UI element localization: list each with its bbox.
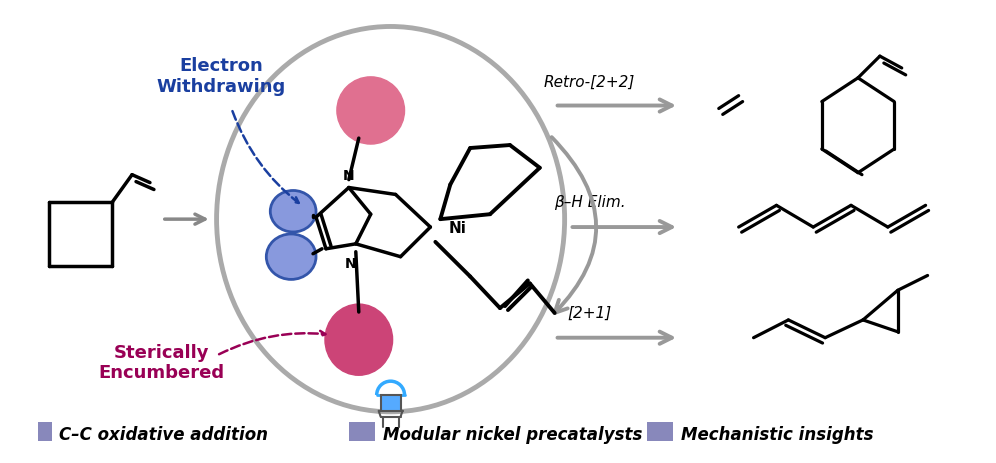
- FancyBboxPatch shape: [361, 422, 374, 442]
- Text: N: N: [343, 168, 355, 182]
- FancyBboxPatch shape: [38, 422, 52, 442]
- Ellipse shape: [325, 305, 392, 375]
- Text: Ni: Ni: [448, 220, 466, 235]
- Text: Modular nickel precatalysts: Modular nickel precatalysts: [382, 425, 642, 443]
- Text: Electron
Withdrawing: Electron Withdrawing: [157, 57, 286, 96]
- Text: N: N: [345, 256, 357, 270]
- FancyBboxPatch shape: [647, 422, 661, 442]
- Text: [2+1]: [2+1]: [568, 305, 612, 320]
- Text: β–H Elim.: β–H Elim.: [554, 195, 625, 210]
- FancyBboxPatch shape: [349, 422, 363, 442]
- Text: C–C oxidative addition: C–C oxidative addition: [60, 425, 269, 443]
- Ellipse shape: [270, 191, 316, 232]
- FancyBboxPatch shape: [659, 422, 673, 442]
- Text: Mechanistic insights: Mechanistic insights: [681, 425, 873, 443]
- FancyBboxPatch shape: [380, 395, 400, 411]
- Ellipse shape: [337, 78, 404, 145]
- Text: Sterically
Encumbered: Sterically Encumbered: [99, 343, 225, 382]
- Text: Retro-[2+2]: Retro-[2+2]: [544, 75, 635, 89]
- Ellipse shape: [266, 234, 316, 280]
